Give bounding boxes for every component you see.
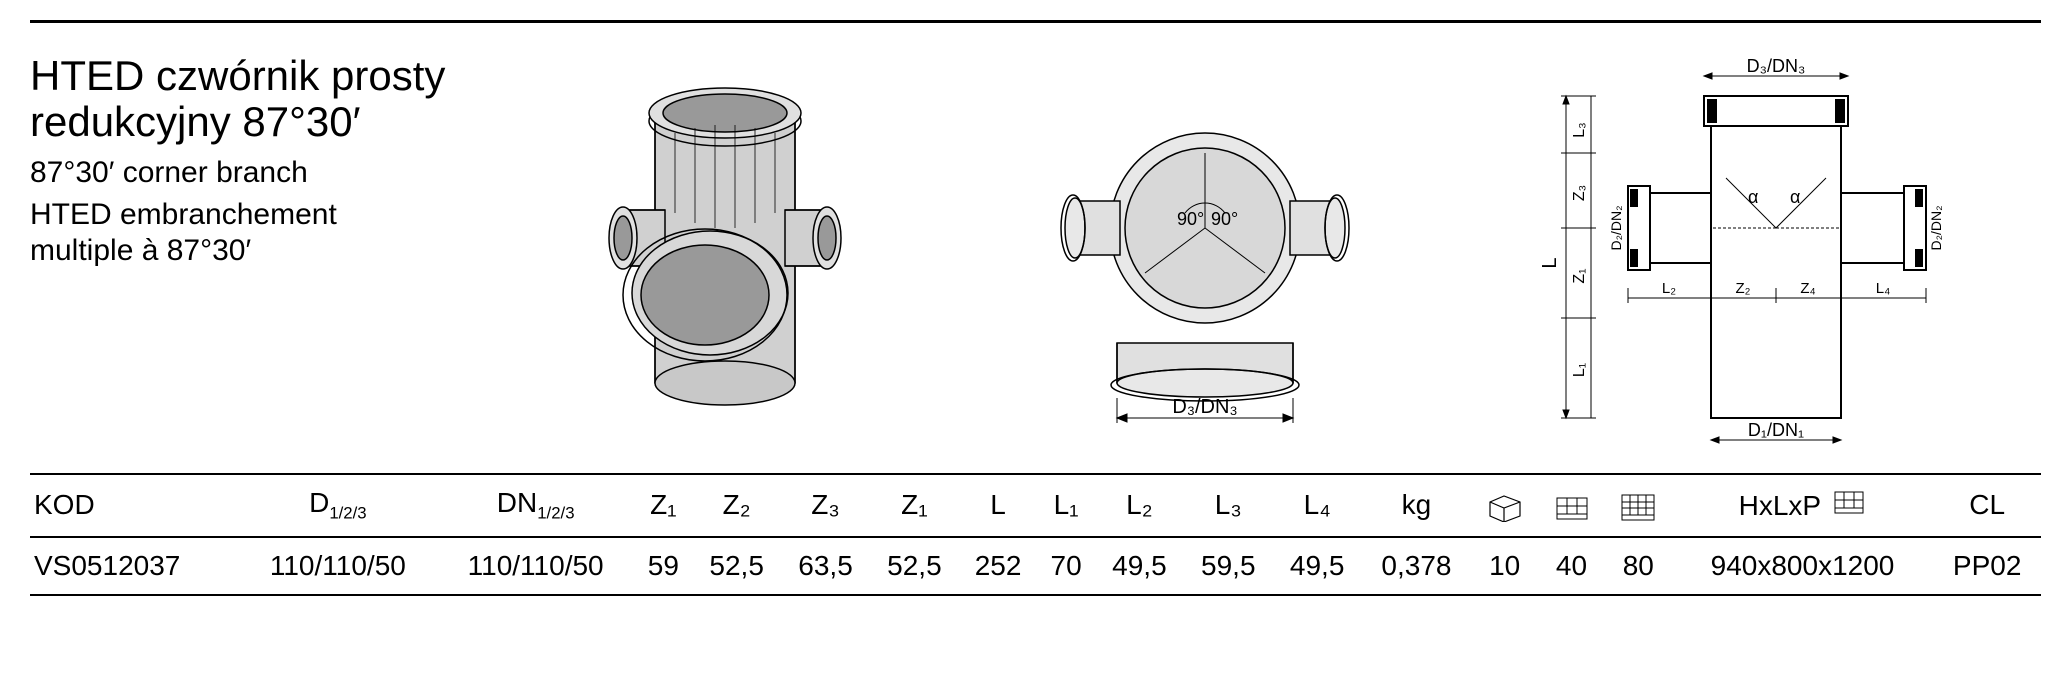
td-box: 10	[1471, 537, 1538, 595]
td-pallet-l: 80	[1605, 537, 1672, 595]
title-main: HTED czwórnik prosty redukcyjny 87°30′	[30, 53, 450, 145]
th-l3: L₃	[1184, 474, 1273, 537]
td-hxlxp: 940x800x1200	[1672, 537, 1934, 595]
dim-d3-front: D₃/DN₃	[1173, 396, 1238, 418]
dim-Z2: Z₂	[1735, 280, 1750, 297]
td-z3: 63,5	[781, 537, 870, 595]
angle-left-label: 90°	[1177, 209, 1204, 229]
dim-d2-right: D₂/DN₂	[1928, 205, 1944, 250]
title-line1: HTED czwórnik prosty	[30, 52, 445, 99]
diagram-front: 90° 90° D₃/DN₃	[1035, 53, 1375, 453]
angle-right-label: 90°	[1211, 209, 1238, 229]
td-z1: 59	[635, 537, 693, 595]
dim-d2-left: D₂/DN₂	[1608, 205, 1624, 250]
th-z3: Z₃	[781, 474, 870, 537]
alpha-right: α	[1790, 187, 1800, 207]
th-l4: L₄	[1273, 474, 1362, 537]
dim-Z1: Z₁	[1571, 268, 1588, 283]
td-d: 110/110/50	[239, 537, 437, 595]
th-pallet-s-icon	[1538, 474, 1605, 537]
upper-section: HTED czwórnik prosty redukcyjny 87°30′ 8…	[30, 43, 2041, 463]
diagram-schematic: α α D₃/DN₃ D₁/DN₁	[1526, 48, 1966, 458]
title-line2: redukcyjny 87°30′	[30, 98, 361, 145]
table-row: VS0512037 110/110/50 110/110/50 59 52,5 …	[30, 537, 2041, 595]
td-l4: 49,5	[1273, 537, 1362, 595]
th-dn: DN1/2/3	[437, 474, 635, 537]
th-kg: kg	[1362, 474, 1472, 537]
td-kod: VS0512037	[30, 537, 239, 595]
dim-L3: L₃	[1571, 122, 1588, 137]
subtitle-fr: HTED embranchement multiple à 87°30′	[30, 197, 450, 269]
top-rule	[30, 20, 2041, 23]
subtitle-en: 87°30′ corner branch	[30, 155, 450, 191]
diagram-iso	[565, 63, 885, 443]
th-z1: Z₁	[635, 474, 693, 537]
th-cl: CL	[1933, 474, 2041, 537]
th-z2: Z₂	[692, 474, 781, 537]
spec-table-wrap: KOD D1/2/3 DN1/2/3 Z₁ Z₂ Z₃ Z₁ L L₁ L₂ L…	[30, 473, 2041, 596]
dim-L2: L₂	[1662, 280, 1676, 297]
th-box-icon	[1471, 474, 1538, 537]
dim-L1: L₁	[1571, 363, 1588, 377]
td-cl: PP02	[1933, 537, 2041, 595]
th-l1: L₁	[1037, 474, 1095, 537]
alpha-left: α	[1748, 187, 1758, 207]
diagram-area: 90° 90° D₃/DN₃	[490, 43, 2041, 463]
subtitle-fr-l1: HTED embranchement	[30, 198, 337, 231]
td-kg: 0,378	[1362, 537, 1472, 595]
td-l2: 49,5	[1095, 537, 1184, 595]
th-pallet-l-icon	[1605, 474, 1672, 537]
dim-d1-bottom: D₁/DN₁	[1748, 420, 1804, 440]
spec-table: KOD D1/2/3 DN1/2/3 Z₁ Z₂ Z₃ Z₁ L L₁ L₂ L…	[30, 473, 2041, 596]
td-l: 252	[959, 537, 1037, 595]
td-l1: 70	[1037, 537, 1095, 595]
td-l3: 59,5	[1184, 537, 1273, 595]
th-kod: KOD	[30, 474, 239, 537]
td-z2: 52,5	[692, 537, 781, 595]
dim-L: L	[1539, 257, 1561, 268]
td-dn: 110/110/50	[437, 537, 635, 595]
th-l: L	[959, 474, 1037, 537]
td-z1b: 52,5	[870, 537, 959, 595]
dim-d3-top: D₃/DN₃	[1746, 56, 1805, 76]
th-d: D1/2/3	[239, 474, 437, 537]
td-pallet-s: 40	[1538, 537, 1605, 595]
title-block: HTED czwórnik prosty redukcyjny 87°30′ 8…	[30, 43, 450, 463]
dim-Z3: Z₃	[1571, 185, 1588, 201]
th-hxlxp: HxLxP	[1672, 474, 1934, 537]
th-z1b: Z₁	[870, 474, 959, 537]
subtitle-fr-l2: multiple à 87°30′	[30, 234, 251, 267]
th-l2: L₂	[1095, 474, 1184, 537]
dim-L4: L₄	[1876, 280, 1890, 297]
dim-Z4: Z₄	[1800, 280, 1815, 297]
table-header-row: KOD D1/2/3 DN1/2/3 Z₁ Z₂ Z₃ Z₁ L L₁ L₂ L…	[30, 474, 2041, 537]
